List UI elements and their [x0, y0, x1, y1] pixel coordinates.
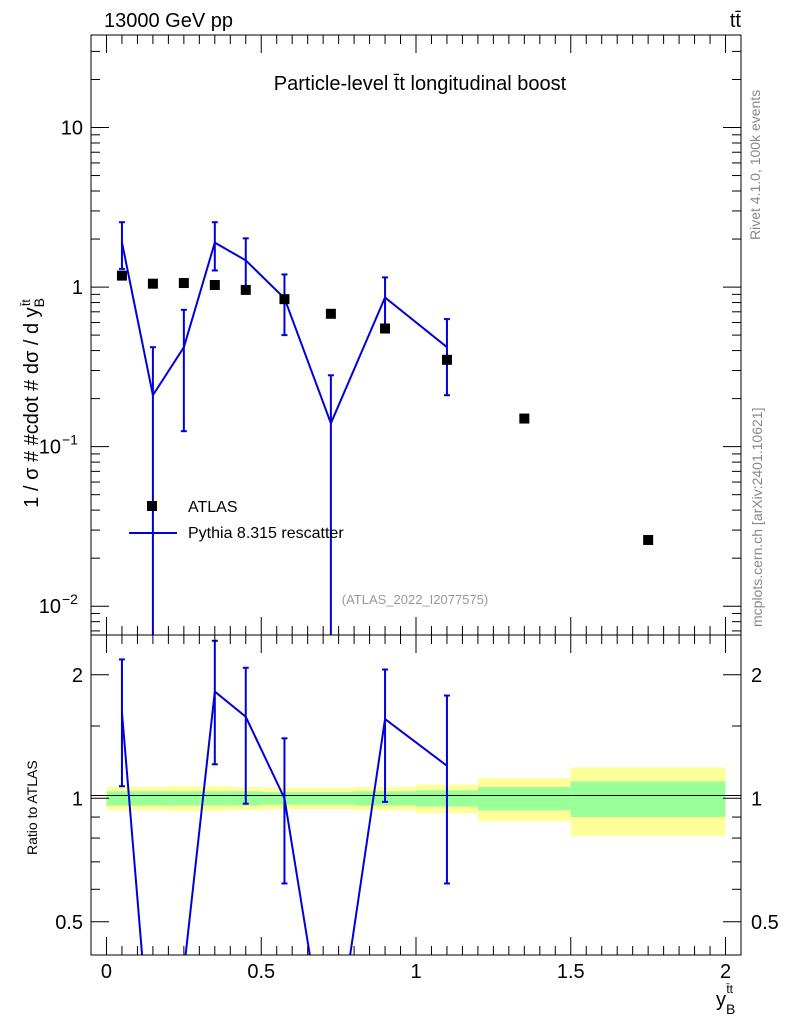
- atlas-point: [279, 294, 290, 305]
- main-ytick-label: 10: [61, 118, 83, 140]
- mc-series-line: [121, 241, 448, 426]
- ratio-band-inner: [570, 781, 726, 818]
- legend: ATLAS Pythia 8.315 rescatter: [129, 499, 344, 542]
- ratio-band-inner: [137, 791, 169, 806]
- main-ytick-label: 10: [39, 596, 61, 618]
- ratio-band-inner: [199, 791, 231, 806]
- ratio-ylabel: Ratio to ATLAS: [24, 760, 40, 855]
- atlas-point: [643, 534, 654, 545]
- ratio-ytick-label-left: 2: [72, 665, 83, 687]
- watermark-label: (ATLAS_2022_I2077575): [342, 592, 488, 607]
- ratio-xlabel: yBt̄t: [716, 982, 735, 1017]
- main-ytick-label: 1: [72, 277, 83, 299]
- main-ylabel: 1 / σ # #cdot # dσ / d yBt̄t: [19, 298, 47, 508]
- ratio-series-segment: [214, 690, 247, 718]
- ratio-xtick-label: 1.5: [557, 961, 585, 983]
- legend-marker-atlas: [147, 501, 157, 511]
- atlas-point: [116, 270, 127, 281]
- ratio-xlabel-sub: B: [726, 1001, 735, 1017]
- main-ytick-exponent: −1: [62, 432, 78, 448]
- ratio-series-segment: [244, 716, 286, 799]
- atlas-point: [178, 278, 189, 289]
- ratio-panel: 0.5 0.5 1 1 2 2 0 0.5 1 1.5 2 Ratio to ATLAS yBt̄…: [24, 634, 779, 1017]
- ratio-band-inner: [307, 792, 355, 805]
- atlas-point: [441, 354, 452, 365]
- energy-label: 13000 GeV pp: [104, 10, 233, 32]
- rivet-label: Rivet 4.1.0, 100k events: [747, 90, 763, 240]
- ratio-series-segment: [283, 798, 311, 956]
- atlas-point: [380, 323, 391, 334]
- atlas-point: [147, 278, 158, 289]
- ratio-band-inner: [168, 791, 200, 806]
- atlas-point: [209, 280, 220, 291]
- ratio-band-inner: [106, 791, 138, 806]
- ratio-xtick-label: 0: [101, 961, 112, 983]
- ratio-ytick-label-left: 1: [72, 788, 83, 810]
- main-ylabel-sub: B: [31, 298, 47, 307]
- atlas-point: [325, 308, 336, 319]
- ratio-ytick-label-left: 0.5: [55, 912, 83, 934]
- ratio-xtick-label: 0.5: [247, 961, 275, 983]
- legend-label-pythia: Pythia 8.315 rescatter: [188, 525, 344, 542]
- ratio-ytick-label-right: 1: [751, 788, 762, 810]
- ratio-series-segment: [384, 718, 448, 767]
- mcplots-label: mcplots.cern.ch [arXiv:2401.10621]: [749, 408, 765, 627]
- ratio-ytick-label-right: 2: [751, 665, 762, 687]
- ratio-ytick-label-right: 0.5: [751, 912, 779, 934]
- main-ytick-label: 10: [39, 437, 61, 459]
- main-ytick-exponent: −2: [62, 591, 78, 607]
- ratio-series-segment: [184, 691, 216, 956]
- ratio-series-segment: [120, 712, 144, 956]
- ratio-xtick-label: 2: [720, 961, 731, 983]
- main-title: Particle-level t̄t longitudinal boost: [274, 73, 567, 95]
- ratio-xtick-label: 1: [410, 961, 421, 983]
- ratio-xlabel-sup: t̄t: [726, 982, 734, 996]
- main-ylabel-sup: t̄t: [19, 299, 33, 307]
- atlas-point: [240, 284, 251, 295]
- ratio-band-inner: [477, 787, 571, 811]
- atlas-point: [519, 413, 530, 424]
- legend-label-atlas: ATLAS: [188, 499, 238, 516]
- process-label: tt̄: [730, 10, 742, 32]
- ratio-series-segment: [349, 718, 387, 956]
